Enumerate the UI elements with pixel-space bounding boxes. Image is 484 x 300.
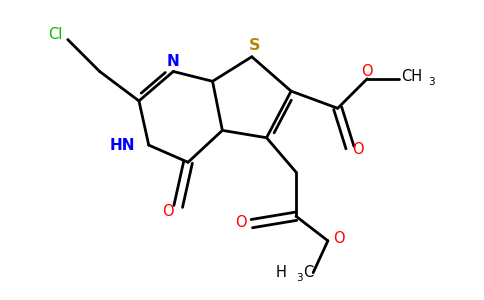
Text: O: O	[333, 231, 345, 246]
Text: O: O	[352, 142, 364, 158]
Text: 3: 3	[297, 273, 303, 283]
Text: HN: HN	[109, 138, 135, 153]
Text: Cl: Cl	[48, 27, 63, 42]
Text: N: N	[167, 54, 180, 69]
Text: O: O	[235, 215, 247, 230]
Text: O: O	[362, 64, 373, 79]
Text: 3: 3	[428, 77, 435, 87]
Text: H: H	[275, 265, 286, 280]
Text: S: S	[248, 38, 260, 53]
Text: O: O	[163, 204, 174, 219]
Text: C: C	[303, 265, 314, 280]
Text: CH: CH	[402, 69, 423, 84]
